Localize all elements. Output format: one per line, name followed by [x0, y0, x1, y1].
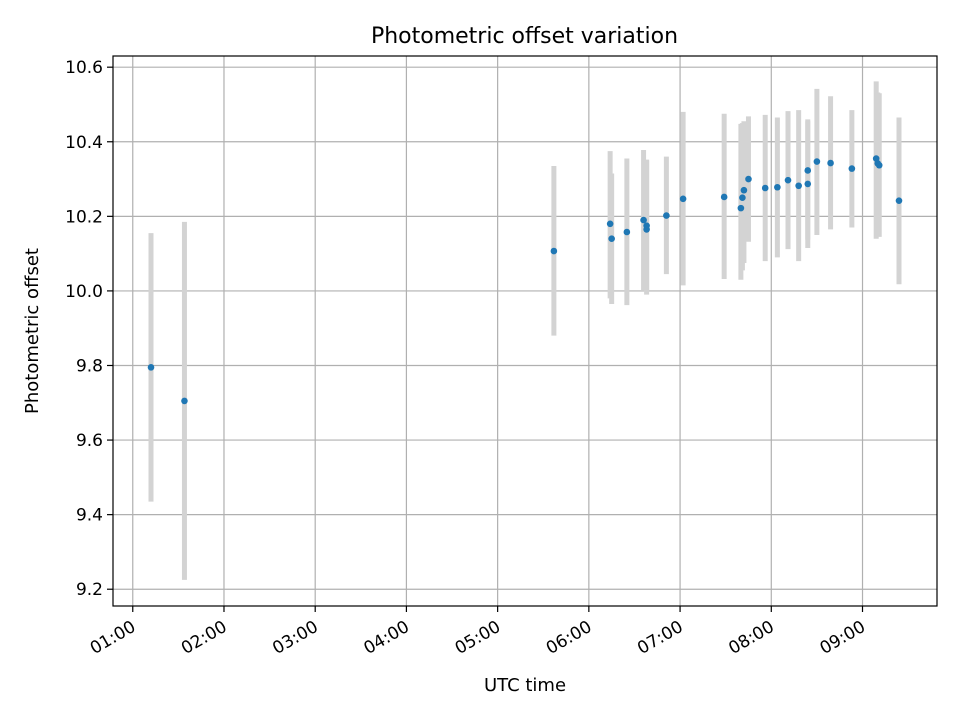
data-point: [608, 235, 615, 243]
data-point: [813, 158, 821, 165]
data-point: [739, 194, 746, 201]
x-axis-label: UTC time: [484, 675, 566, 696]
y-tick-label: 9.2: [76, 580, 103, 600]
y-axis-label: Photometric offset: [22, 248, 43, 414]
data-point: [643, 222, 650, 229]
data-point: [737, 204, 745, 212]
data-point: [795, 182, 802, 190]
y-tick-label: 9.4: [76, 506, 103, 526]
plot-frame: [112, 55, 938, 607]
data-point: [848, 165, 856, 172]
y-tick-label: 10.0: [65, 282, 103, 302]
data-point: [623, 228, 631, 236]
grid-layer: [113, 56, 937, 606]
data-point: [784, 176, 792, 184]
point-layer: [147, 155, 903, 405]
data-point: [663, 212, 670, 219]
data-point: [720, 193, 728, 201]
data-point: [827, 159, 834, 167]
data-point: [606, 220, 614, 228]
data-point: [774, 183, 781, 191]
data-point: [550, 247, 558, 255]
data-point: [679, 195, 687, 203]
y-tick-label: 10.4: [65, 133, 103, 153]
chart-title: Photometric offset variation: [371, 24, 678, 49]
data-point: [181, 397, 188, 405]
data-point: [740, 186, 748, 194]
y-tick-label: 9.8: [76, 356, 103, 376]
y-tick-label: 10.2: [65, 207, 103, 227]
y-tick-label: 9.6: [76, 431, 103, 451]
data-point: [895, 197, 903, 204]
y-tick-label: 10.6: [65, 58, 103, 78]
data-point: [804, 180, 812, 188]
data-point: [640, 216, 647, 224]
data-point: [875, 161, 883, 169]
data-point: [147, 364, 155, 371]
data-point: [745, 175, 752, 183]
data-point: [804, 167, 812, 174]
data-point: [761, 184, 769, 192]
